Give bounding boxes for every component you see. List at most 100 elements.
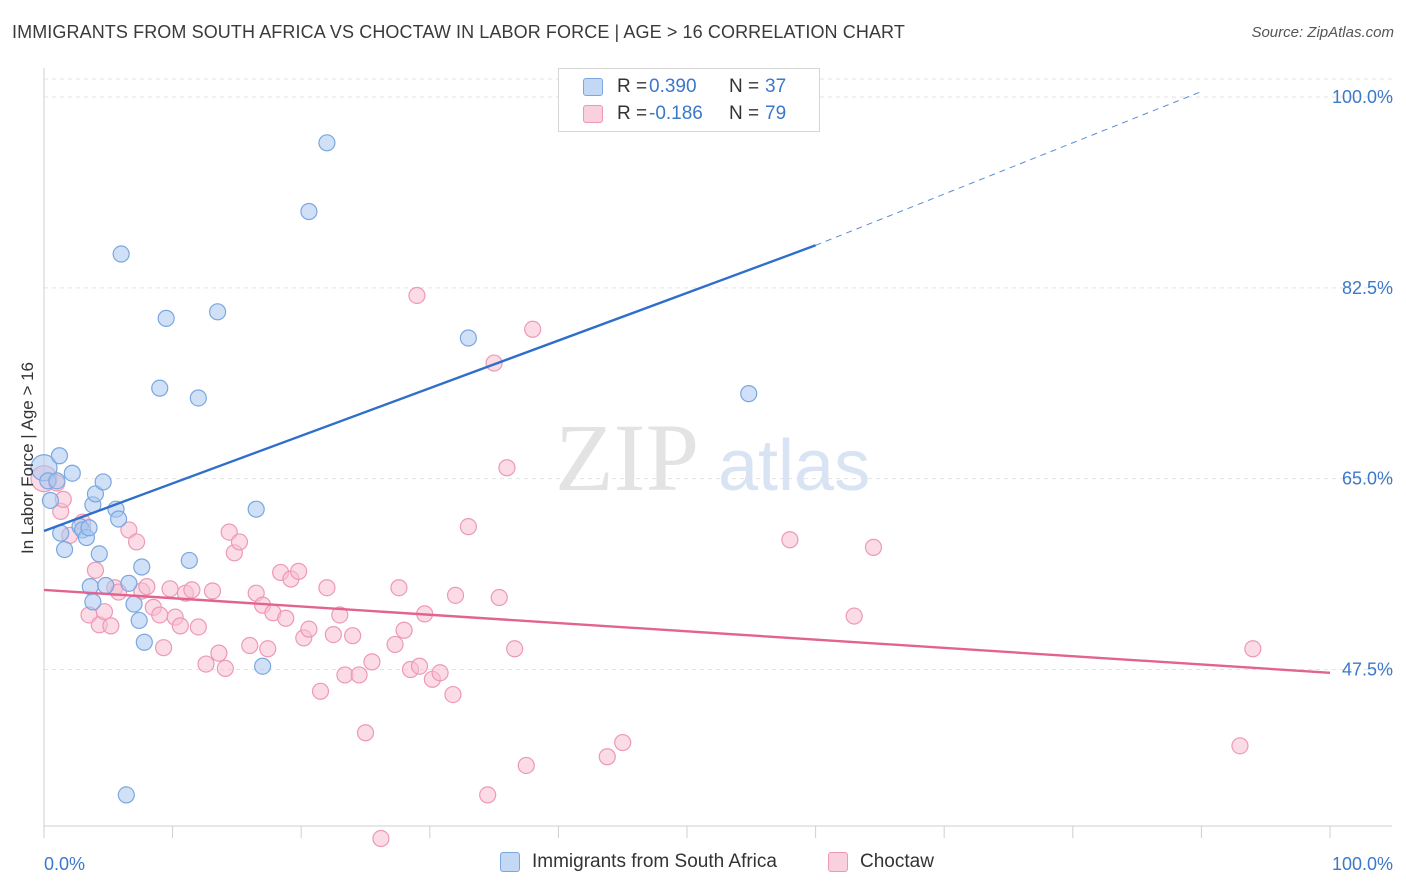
data-point [1231, 737, 1249, 755]
data-point [130, 611, 148, 630]
bottom-legend-south-africa: Immigrants from South Africa [500, 851, 777, 873]
data-point [209, 303, 227, 321]
bottom-legend-choctaw: Choctaw [828, 851, 934, 873]
data-point [311, 682, 330, 700]
legend-n-label: N = [729, 103, 760, 124]
data-point [157, 309, 175, 327]
data-point [598, 748, 616, 766]
y-tick-label: 47.5% [1342, 660, 1393, 680]
legend-r-value: -0.186 [649, 103, 703, 124]
data-point [247, 500, 265, 518]
data-point [356, 724, 375, 742]
legend-r-label: R = [617, 103, 648, 124]
bottom-legend-label-choctaw: Choctaw [860, 851, 934, 872]
data-point [318, 579, 336, 597]
legend-r-value: 0.390 [649, 76, 697, 97]
data-point [277, 609, 295, 627]
data-point [117, 786, 135, 804]
data-point [740, 385, 758, 403]
data-point [84, 593, 102, 611]
data-point [410, 657, 429, 675]
data-point [151, 379, 169, 397]
data-point [259, 640, 277, 658]
tick-labels: 47.5% 65.0% 82.5% 100.0% 0.0% 100.0% [44, 87, 1393, 874]
data-point [300, 202, 318, 221]
data-point [517, 756, 535, 775]
data-point [363, 653, 381, 671]
y-tick-label: 82.5% [1342, 278, 1393, 298]
data-point [41, 491, 60, 510]
data-point [498, 459, 516, 477]
data-point [444, 685, 462, 704]
data-point [80, 519, 98, 537]
data-point [180, 551, 198, 570]
axes [43, 68, 1392, 838]
data-point [133, 558, 151, 576]
data-point [372, 829, 390, 848]
grid-lines [44, 78, 1392, 670]
data-point [94, 473, 112, 491]
data-point [290, 562, 308, 580]
data-point [524, 320, 542, 338]
legend-n-label: N = [729, 76, 760, 97]
bottom-legend-label-south-africa: Immigrants from South Africa [532, 851, 777, 872]
data-point [171, 617, 189, 635]
data-point [490, 588, 508, 607]
data-point [183, 581, 201, 599]
data-point [300, 620, 318, 638]
trend-line [43, 244, 817, 533]
legend-r-label: R = [617, 76, 648, 97]
data-point [97, 576, 115, 595]
legend-swatch-pink [583, 105, 603, 123]
data-point [125, 595, 143, 613]
legend-row-choctaw: R = -0.186 N = 79 [583, 102, 786, 126]
data-point [102, 617, 120, 635]
data-point [408, 286, 426, 305]
data-point [845, 607, 863, 625]
data-point [189, 389, 207, 407]
data-point [395, 621, 413, 639]
data-point [127, 533, 146, 551]
data-point [50, 447, 69, 465]
data-point [138, 578, 156, 596]
data-point [135, 633, 153, 651]
data-point [161, 580, 179, 598]
source-label: Source: ZipAtlas.com [1251, 24, 1394, 41]
legend-n-value: 37 [765, 76, 787, 97]
data-point [386, 635, 404, 654]
data-point [331, 606, 349, 624]
trend-line [43, 588, 1331, 674]
data-point [390, 579, 408, 597]
data-point [479, 786, 497, 804]
data-point [864, 538, 883, 556]
data-point [109, 510, 128, 528]
data-point [55, 540, 74, 559]
y-tick-label: 100.0% [1332, 87, 1393, 107]
data-point [86, 561, 105, 579]
data-point [506, 640, 524, 658]
legend-n-value: 79 [765, 103, 787, 124]
data-point [241, 636, 259, 655]
legend-swatch-blue [583, 78, 603, 96]
data-point [254, 657, 272, 675]
data-point [230, 533, 249, 551]
data-point [318, 134, 336, 152]
data-point [614, 733, 632, 752]
bottom-legend-swatch-pink [828, 852, 848, 872]
y-tick-label: 65.0% [1342, 469, 1393, 489]
data-point [90, 545, 108, 563]
data-point [189, 618, 207, 636]
y-axis-label: In Labor Force | Age > 16 [18, 362, 37, 554]
data-point [446, 586, 465, 604]
data-point [48, 472, 66, 490]
series-choctaw-points [30, 286, 1262, 848]
data-point [154, 639, 173, 657]
trend-line-extension [815, 91, 1202, 246]
data-point [95, 603, 114, 621]
data-point [350, 666, 368, 684]
data-point [216, 659, 234, 678]
data-point [203, 582, 222, 600]
data-point [86, 485, 105, 503]
data-point [63, 464, 81, 482]
watermark-zip: ZIP [555, 404, 699, 511]
